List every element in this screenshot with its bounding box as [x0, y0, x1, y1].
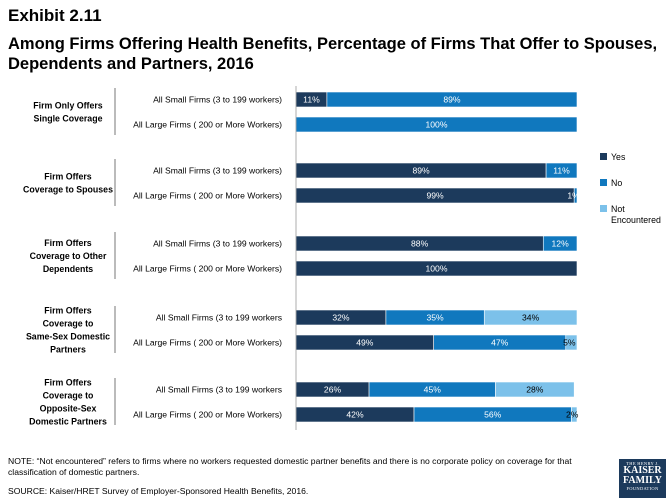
logo-line-3: FAMILY [623, 475, 662, 486]
chart-source: SOURCE: Kaiser/HRET Survey of Employer-S… [8, 486, 309, 496]
data-label: 88% [411, 239, 429, 249]
legend-label: No [611, 178, 622, 188]
bar-segment [542, 235, 578, 252]
data-label: 42% [346, 410, 364, 420]
kff-logo: THE HENRY J. KAISER FAMILY FOUNDATION [619, 459, 666, 498]
group-label: Domestic Partners [29, 417, 107, 427]
group-label: Firm Offers [44, 238, 92, 248]
group-label: Firm Offers [44, 172, 92, 182]
data-label: 1% [567, 191, 580, 201]
legend-label: Not [611, 204, 625, 214]
bar-segment [483, 309, 578, 326]
chart-title: Among Firms Offering Health Benefits, Pe… [8, 35, 658, 73]
bar-segment [565, 334, 578, 351]
logo-line-2: KAISER [623, 465, 662, 476]
data-label: 100% [426, 264, 448, 274]
bar-segment [573, 187, 578, 204]
group-label: Firm Only Offers [33, 101, 103, 111]
row-label: All Small Firms (3 to 199 workers) [153, 166, 282, 176]
chart-note: NOTE: “Not encountered” refers to firms … [8, 456, 572, 477]
data-label: 47% [491, 338, 509, 348]
group-label: Opposite-Sex [40, 404, 97, 414]
group-label: Firm Offers [44, 378, 92, 388]
row-label: All Small Firms (3 to 199 workers) [153, 95, 282, 105]
row-label: All Large Firms ( 200 or More Workers) [133, 191, 282, 201]
data-label: 89% [412, 166, 430, 176]
data-label: 89% [443, 95, 461, 105]
group-label: Dependents [43, 264, 93, 274]
data-label: 45% [424, 385, 442, 395]
row-label: All Large Firms ( 200 or More Workers) [133, 410, 282, 420]
data-label: 56% [484, 410, 502, 420]
legend-swatch [600, 205, 607, 212]
data-label: 32% [332, 313, 350, 323]
data-label: 100% [426, 120, 448, 130]
data-label: 2% [566, 410, 579, 420]
row-label: All Small Firms (3 to 199 workers [156, 313, 282, 323]
data-label: 26% [324, 385, 342, 395]
bar-segment [495, 381, 575, 398]
group-label: Same-Sex Domestic [26, 332, 110, 342]
data-label: 5% [563, 338, 576, 348]
legend-swatch [600, 179, 607, 186]
logo-line-4: FOUNDATION [626, 486, 659, 491]
data-label: 12% [552, 239, 570, 249]
data-label: 11% [303, 95, 320, 105]
group-label: Coverage to [43, 391, 94, 401]
data-label: 28% [526, 385, 544, 395]
data-label: 49% [356, 338, 374, 348]
row-label: All Large Firms ( 200 or More Workers) [133, 264, 282, 274]
bar-segment [326, 91, 578, 108]
row-label: All Small Firms (3 to 199 workers [156, 385, 282, 395]
group-label: Single Coverage [34, 114, 103, 124]
data-label: 34% [522, 313, 540, 323]
logo-line-1: THE HENRY J. [626, 461, 659, 466]
group-label: Coverage to Spouses [23, 185, 113, 195]
group-label: Partners [50, 345, 86, 355]
bar-segment [571, 406, 578, 423]
legend-label: Yes [611, 152, 626, 162]
group-label: Coverage to Other [30, 251, 107, 261]
data-label: 11% [553, 166, 570, 176]
row-label: All Large Firms ( 200 or More Workers) [133, 338, 282, 348]
data-label: 99% [426, 191, 444, 201]
legend-swatch [600, 153, 607, 160]
data-label: 35% [426, 313, 444, 323]
row-label: All Small Firms (3 to 199 workers) [153, 239, 282, 249]
exhibit-label: Exhibit 2.11 [8, 6, 102, 25]
group-label: Firm Offers [44, 306, 92, 316]
bar-segment [545, 162, 578, 179]
row-label: All Large Firms ( 200 or More Workers) [133, 120, 282, 130]
group-label: Coverage to [43, 319, 94, 329]
legend-label: Encountered [611, 215, 661, 225]
